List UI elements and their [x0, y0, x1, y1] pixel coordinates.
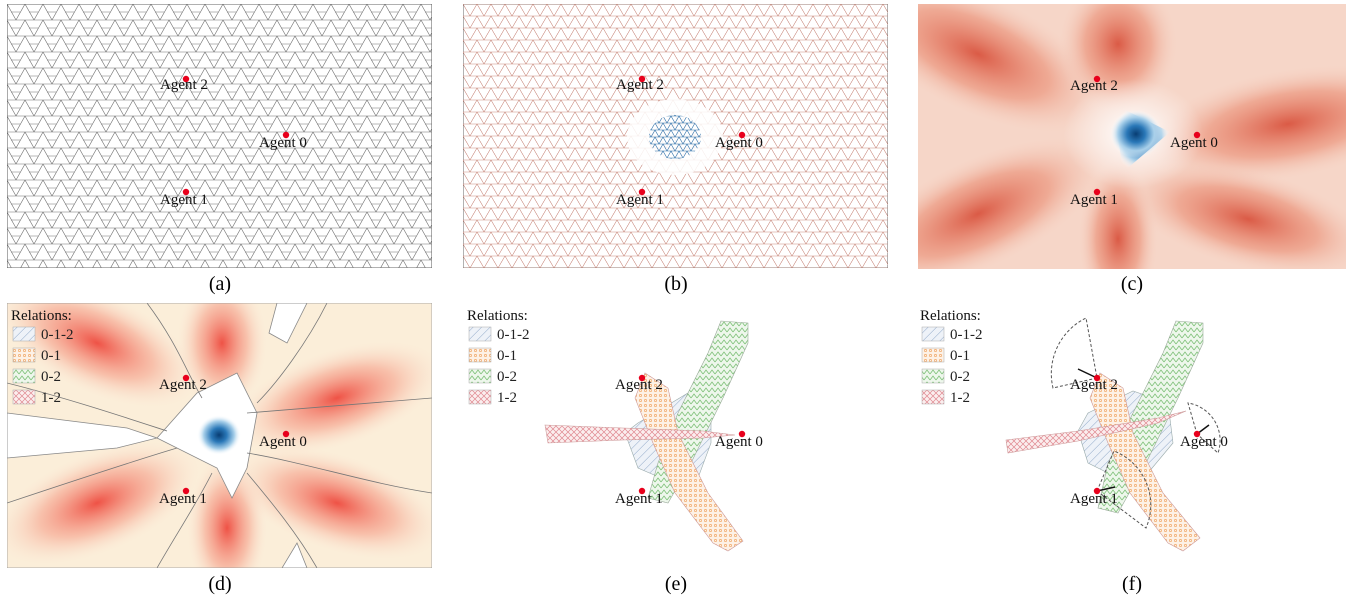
legend-swatch-0-1-2: [921, 326, 945, 342]
legend-item-0-1-2: 0-1-2: [497, 327, 530, 343]
agent-0-label: Agent 0: [259, 135, 307, 151]
caption-c: (c): [1120, 273, 1144, 295]
relation-region-1-2: [1005, 410, 1187, 454]
legend-item-0-1: 0-1: [950, 348, 970, 364]
agent-0-label: Agent 0: [259, 434, 307, 450]
legend-swatch-0-2: [468, 368, 492, 384]
mesh-plot-b: Agent 2 Agent 0 Agent 1: [463, 4, 888, 268]
panel-c: Agent 2 Agent 0 Agent 1: [918, 4, 1346, 269]
legend-swatch-0-2: [12, 368, 36, 384]
field-of-view-agent-1: [1096, 450, 1152, 529]
mesh-plot-a: Agent 2 Agent 0 Agent 1: [7, 4, 432, 268]
agent-1-marker: [1093, 188, 1101, 196]
legend-f: Relations: 0-1-2 0-1 0-2 1-2: [920, 308, 983, 406]
field-of-view-agent-2: [1050, 317, 1098, 389]
legend-item-0-2: 0-2: [950, 369, 970, 385]
legend-swatch-0-1: [12, 347, 36, 363]
legend-item-0-2: 0-2: [41, 369, 61, 385]
field-of-view-agent-0: [1187, 402, 1221, 454]
panel-d: Relations: 0-1-2 0-1 0-2 1-2 Agent 2 Age…: [7, 303, 432, 568]
legend-item-0-2: 0-2: [497, 369, 517, 385]
agent-0-label: Agent 0: [1170, 135, 1218, 151]
agent-1-marker: [182, 188, 190, 196]
caption-a: (a): [208, 273, 232, 295]
panel-a: Agent 2 Agent 0 Agent 1: [7, 4, 432, 268]
legend-item-0-1-2: 0-1-2: [950, 327, 983, 343]
agent-2-label: Agent 2: [159, 377, 207, 393]
legend-item-1-2: 1-2: [497, 390, 517, 406]
agent-2-marker: [638, 75, 646, 83]
caption-b: (b): [664, 273, 688, 295]
legend-item-0-1: 0-1: [497, 348, 517, 364]
agent-1-label: Agent 1: [159, 491, 207, 507]
legend-swatch-0-1-2: [468, 326, 492, 342]
agent-0-marker: [282, 131, 290, 139]
agent-1-label: Agent 1: [160, 192, 208, 208]
agent-2-label: Agent 2: [616, 77, 664, 93]
agent-1-marker: [638, 188, 646, 196]
legend-item-0-1: 0-1: [41, 348, 61, 364]
agent-0-marker: [282, 430, 290, 438]
panel-b: Agent 2 Agent 0 Agent 1: [463, 4, 888, 268]
agent-1-label: Agent 1: [616, 192, 664, 208]
caption-e: (e): [664, 573, 688, 595]
panel-e: Relations: 0-1-2 0-1 0-2 1-2 Agent 2 Age…: [463, 303, 888, 568]
agent-0-marker: [1193, 430, 1201, 438]
agent-1-marker: [638, 487, 646, 495]
caption-d: (d): [208, 573, 232, 595]
agent-2-label: Agent 2: [615, 377, 663, 393]
agent-1-marker: [182, 487, 190, 495]
agent-0-label: Agent 0: [715, 135, 763, 151]
agent-2-marker: [1093, 75, 1101, 83]
legend-e: Relations: 0-1-2 0-1 0-2 1-2: [467, 308, 530, 406]
caption-f: (f): [1122, 573, 1142, 595]
relation-region-1-2: [544, 424, 736, 444]
legend-swatch-0-1-2: [12, 326, 36, 342]
agent-0-marker: [738, 131, 746, 139]
agent-2-label: Agent 2: [1070, 377, 1118, 393]
legend-title: Relations:: [467, 308, 528, 324]
relations-plot-e: Relations: 0-1-2 0-1 0-2 1-2 Agent 2 Age…: [467, 308, 763, 552]
agent-0-label: Agent 0: [715, 434, 763, 450]
agent-0-marker: [1193, 131, 1201, 139]
agent-2-label: Agent 2: [1070, 78, 1118, 94]
legend-title: Relations:: [920, 308, 981, 324]
agent-2-marker: [1093, 374, 1101, 382]
agent-2-marker: [638, 374, 646, 382]
agent-0-label: Agent 0: [1180, 434, 1228, 450]
legend-swatch-0-1: [468, 347, 492, 363]
agent-1-label: Agent 1: [615, 491, 663, 507]
panel-f: Relations: 0-1-2 0-1 0-2 1-2 Agent 2 Age…: [918, 303, 1346, 568]
legend-item-1-2: 1-2: [41, 390, 61, 406]
legend-swatch-0-2: [921, 368, 945, 384]
legend-item-0-1-2: 0-1-2: [41, 327, 74, 343]
legend-item-1-2: 1-2: [950, 390, 970, 406]
heatmap-d: Relations: 0-1-2 0-1 0-2 1-2 Agent 2 Age…: [7, 303, 432, 568]
agent-1-label: Agent 1: [1070, 192, 1118, 208]
agent-2-label: Agent 2: [160, 77, 208, 93]
legend-title: Relations:: [11, 308, 72, 324]
legend-swatch-0-1: [921, 347, 945, 363]
agent-1-label: Agent 1: [1070, 491, 1118, 507]
relation-region-0-1: [634, 372, 744, 552]
legend-swatch-1-2: [12, 389, 36, 405]
legend-d: Relations: 0-1-2 0-1 0-2 1-2: [11, 308, 74, 406]
agent-1-marker: [1093, 487, 1101, 495]
legend-swatch-1-2: [468, 389, 492, 405]
heatmap-c: Agent 2 Agent 0 Agent 1: [918, 4, 1346, 269]
agent-2-marker: [182, 374, 190, 382]
legend-swatch-1-2: [921, 389, 945, 405]
relations-plot-f: Relations: 0-1-2 0-1 0-2 1-2 Agent 2 Age…: [920, 308, 1228, 552]
agent-2-marker: [182, 75, 190, 83]
heading-agent-2: [1077, 368, 1098, 379]
agent-0-marker: [738, 430, 746, 438]
